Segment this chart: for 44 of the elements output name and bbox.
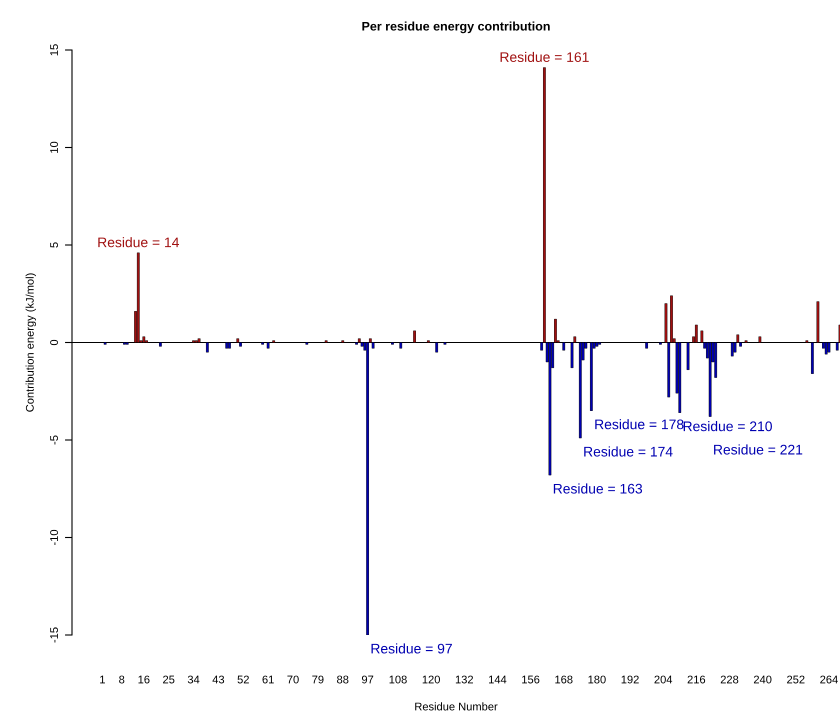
x-tick-label: 108 [390, 676, 407, 684]
x-tick-label: 156 [522, 676, 540, 684]
annotation: Residue = 178 [595, 419, 684, 430]
annotation: Residue = 97 [372, 643, 452, 654]
y-tick-label: 15 [50, 44, 58, 56]
y-tick-label: 10 [50, 142, 58, 153]
x-tick-label: 228 [720, 676, 738, 684]
x-tick-label: 216 [688, 676, 706, 684]
y-tick-label: -10 [50, 530, 58, 546]
x-tick-label: 61 [262, 676, 274, 684]
x-axis-title: Residue Number [415, 702, 498, 710]
y-tick-label: 0 [50, 340, 58, 346]
x-tick-label: 180 [588, 676, 606, 684]
x-tick-label: 97 [362, 676, 374, 684]
x-tick-label: 168 [555, 676, 573, 684]
x-tick-label: 25 [163, 676, 174, 684]
y-tick-label: -5 [50, 436, 58, 444]
x-tick-label: 52 [238, 676, 249, 684]
x-tick-label: 120 [422, 676, 440, 684]
x-tick-label: 132 [456, 676, 473, 684]
x-tick-label: 34 [188, 676, 200, 684]
chart-title: Per residue energy contribution [362, 21, 550, 34]
y-axis-title: Contribution energy (kJ/mol) [26, 273, 36, 412]
x-tick-label: 70 [287, 676, 299, 684]
annotation: Residue = 210 [684, 421, 772, 432]
y-tick-label: -15 [50, 627, 58, 643]
annotation: Residue = 174 [584, 446, 673, 457]
y-tick-label: 5 [50, 242, 58, 248]
x-tick-label: 252 [787, 676, 805, 684]
x-tick-label: 88 [337, 676, 348, 684]
x-tick-label: 79 [312, 676, 324, 684]
x-tick-label: 8 [119, 676, 124, 684]
x-tick-label: 16 [138, 676, 150, 684]
x-tick-label: 43 [212, 676, 224, 684]
x-tick-label: 204 [654, 676, 672, 684]
x-tick-label: 264 [820, 676, 838, 684]
x-tick-label: 192 [622, 676, 639, 684]
x-tick-label: 1 [100, 676, 105, 684]
annotation: Residue = 161 [500, 52, 589, 62]
x-tick-label: 144 [489, 676, 506, 684]
x-tick-label: 240 [754, 676, 772, 684]
annotation: Residue = 163 [554, 483, 642, 494]
annotation: Residue = 221 [714, 444, 802, 455]
annotation: Residue = 14 [98, 237, 180, 248]
